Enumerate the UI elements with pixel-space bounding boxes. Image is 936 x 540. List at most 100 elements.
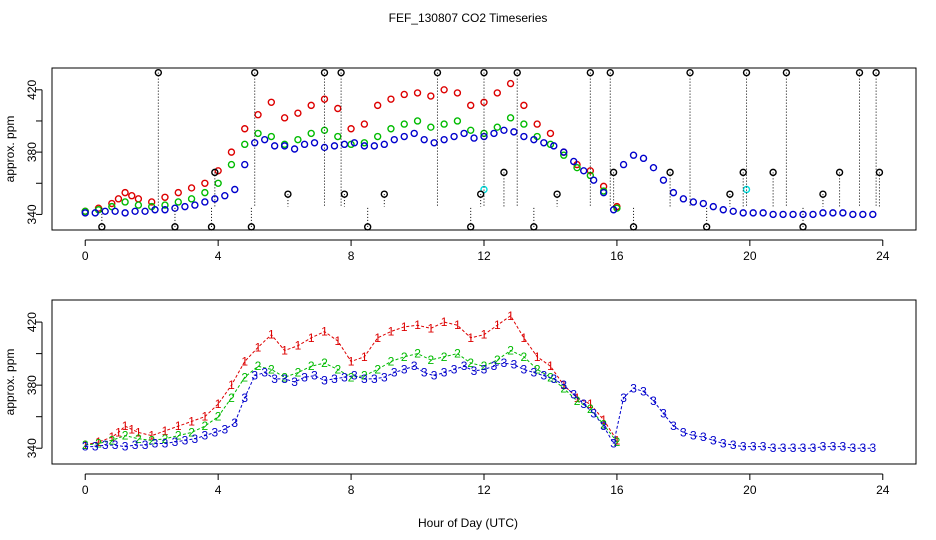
point-2 xyxy=(267,132,276,141)
point-3 xyxy=(769,210,777,219)
point-label-1: 1 xyxy=(454,318,461,332)
point-3 xyxy=(380,140,389,149)
point-label-2: 2 xyxy=(108,433,115,447)
point-label-1: 1 xyxy=(228,378,235,392)
point-3 xyxy=(330,142,339,150)
point-label-2: 2 xyxy=(334,362,341,376)
point-3 xyxy=(181,202,189,211)
y-tick-label: 340 xyxy=(25,438,39,458)
point-outlier xyxy=(799,223,807,231)
point-3 xyxy=(679,195,688,203)
point-outlier xyxy=(251,68,259,77)
point-2 xyxy=(360,139,369,147)
point-label-1: 1 xyxy=(534,350,541,364)
point-outlier xyxy=(476,190,485,198)
point-label-3: 3 xyxy=(690,429,697,443)
point-3 xyxy=(101,207,109,216)
point-1 xyxy=(254,111,262,119)
point-2 xyxy=(134,201,143,209)
point-label-3: 3 xyxy=(540,369,547,383)
series-line-3 xyxy=(85,362,873,449)
point-label-3: 3 xyxy=(301,370,308,384)
point-label-2: 2 xyxy=(162,432,169,446)
point-label-1: 1 xyxy=(321,325,328,339)
point-3 xyxy=(609,206,618,214)
point-label-3: 3 xyxy=(281,372,288,386)
point-outlier xyxy=(247,223,256,231)
point-outlier xyxy=(500,168,508,177)
point-label-3: 3 xyxy=(560,378,567,392)
upper-axes: 0 4 8 12 16 20 24 340 380 420 xyxy=(25,79,890,263)
point-2 xyxy=(108,202,116,211)
y-tick-label: 420 xyxy=(25,312,39,332)
point-label-2: 2 xyxy=(215,410,222,424)
point-outlier xyxy=(553,190,561,198)
point-outlier xyxy=(855,68,864,77)
point-label-3: 3 xyxy=(720,437,727,451)
point-1 xyxy=(493,89,501,97)
y-tick-label: 420 xyxy=(25,79,39,99)
point-label-1: 1 xyxy=(348,355,355,369)
point-label-2: 2 xyxy=(241,370,248,384)
point-3 xyxy=(121,209,129,217)
point-3 xyxy=(151,206,159,214)
point-outlier xyxy=(606,68,614,77)
lower-plot-frame xyxy=(51,299,917,465)
y-tick-label: 380 xyxy=(25,142,39,162)
point-outlier xyxy=(380,190,389,198)
point-outlier xyxy=(742,68,751,77)
point-label-1: 1 xyxy=(255,340,262,354)
point-3 xyxy=(550,142,558,150)
x-tick-label: 4 xyxy=(215,483,222,497)
point-1 xyxy=(320,95,329,103)
point-3 xyxy=(111,207,119,216)
point-3 xyxy=(599,188,608,197)
point-label-3: 3 xyxy=(710,433,717,447)
point-label-3: 3 xyxy=(630,381,637,395)
point-label-2: 2 xyxy=(414,347,421,361)
point-1 xyxy=(294,109,302,117)
point-label-1: 1 xyxy=(122,419,129,433)
point-label-2: 2 xyxy=(95,437,102,451)
point-3 xyxy=(809,210,817,219)
point-3 xyxy=(290,145,299,153)
point-3 xyxy=(729,207,737,216)
point-1 xyxy=(413,89,422,97)
point-3 xyxy=(579,167,588,175)
point-label-3: 3 xyxy=(521,362,528,376)
point-1 xyxy=(453,89,462,97)
point-outlier xyxy=(467,223,475,231)
series-line-1 xyxy=(85,315,618,446)
point-3 xyxy=(280,142,289,150)
point-outlier xyxy=(702,223,711,231)
point-outlier xyxy=(433,68,442,77)
point-label-2: 2 xyxy=(388,355,395,369)
point-label-1: 1 xyxy=(295,339,302,353)
point-label-2: 2 xyxy=(587,402,594,416)
point-3 xyxy=(739,209,747,217)
point-label-3: 3 xyxy=(431,369,438,383)
point-label-3: 3 xyxy=(481,362,488,376)
point-label-3: 3 xyxy=(800,441,807,455)
point-label-3: 3 xyxy=(610,437,617,451)
x-tick-label: 8 xyxy=(348,483,355,497)
point-1 xyxy=(147,198,156,206)
point-label-1: 1 xyxy=(441,315,448,329)
point-3 xyxy=(450,132,458,141)
upper-plot-frame xyxy=(51,67,917,231)
point-3 xyxy=(669,188,678,197)
point-3 xyxy=(849,210,857,219)
point-3 xyxy=(689,198,698,206)
point-3 xyxy=(699,199,708,208)
point-label-2: 2 xyxy=(268,362,275,376)
point-2 xyxy=(254,129,262,138)
point-3 xyxy=(141,207,149,216)
point-2 xyxy=(187,195,196,203)
point-1 xyxy=(440,86,448,94)
point-2 xyxy=(214,179,222,187)
point-3 xyxy=(629,151,638,159)
point-label-3: 3 xyxy=(92,440,99,454)
point-label-3: 3 xyxy=(730,438,737,452)
point-2 xyxy=(201,188,209,197)
